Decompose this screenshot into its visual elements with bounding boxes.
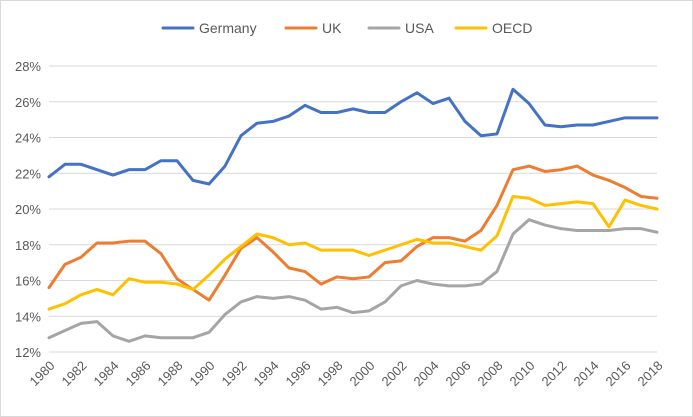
- x-tick-label: 2008: [474, 358, 505, 389]
- y-tick-label: 14%: [15, 309, 41, 324]
- x-tick-label: 2012: [538, 358, 569, 389]
- x-tick-label: 1980: [26, 358, 57, 389]
- x-tick-label: 1992: [218, 358, 249, 389]
- x-tick-label: 1986: [122, 358, 153, 389]
- x-tick-label: 1990: [186, 358, 217, 389]
- y-tick-label: 20%: [15, 202, 41, 217]
- legend-label-usa: USA: [405, 20, 434, 36]
- y-tick-label: 22%: [15, 166, 41, 181]
- series-line-uk: [47, 164, 659, 302]
- x-tick-label: 2002: [378, 358, 409, 389]
- x-tick-label: 1996: [282, 358, 313, 389]
- legend-label-germany: Germany: [199, 20, 257, 36]
- y-tick-label: 12%: [15, 345, 41, 360]
- x-tick-label: 2018: [634, 358, 665, 389]
- y-axis-ticks: 12% 14% 16% 18% 20% 22% 24% 26% 28%: [15, 59, 41, 360]
- x-tick-label: 2010: [506, 358, 537, 389]
- y-tick-label: 18%: [15, 238, 41, 253]
- gridlines: [49, 65, 657, 353]
- x-tick-label: 2000: [346, 358, 377, 389]
- x-tick-label: 1984: [90, 358, 121, 389]
- x-tick-label: 2016: [602, 358, 633, 389]
- y-tick-label: 26%: [15, 95, 41, 110]
- x-tick-label: 2014: [570, 358, 601, 389]
- x-tick-label: 1994: [250, 358, 281, 389]
- y-tick-label: 16%: [15, 274, 41, 289]
- x-axis-ticks: 1980 1982 1984 1986 1988 1990 1992 1994 1996 1998…: [26, 358, 665, 389]
- series-line-germany: [47, 87, 659, 186]
- series-line-oecd: [47, 194, 659, 311]
- y-tick-label: 28%: [15, 59, 41, 74]
- legend: Germany UK USA OECD: [161, 20, 532, 36]
- x-tick-label: 2004: [410, 358, 441, 389]
- x-tick-label: 1998: [314, 358, 345, 389]
- legend-label-uk: UK: [322, 20, 342, 36]
- x-tick-label: 1988: [154, 358, 185, 389]
- legend-label-oecd: OECD: [492, 20, 532, 36]
- y-tick-label: 24%: [15, 131, 41, 146]
- x-tick-label: 1982: [58, 358, 89, 389]
- series-line-usa: [47, 218, 659, 343]
- x-tick-label: 2006: [442, 358, 473, 389]
- series-lines: [47, 87, 659, 343]
